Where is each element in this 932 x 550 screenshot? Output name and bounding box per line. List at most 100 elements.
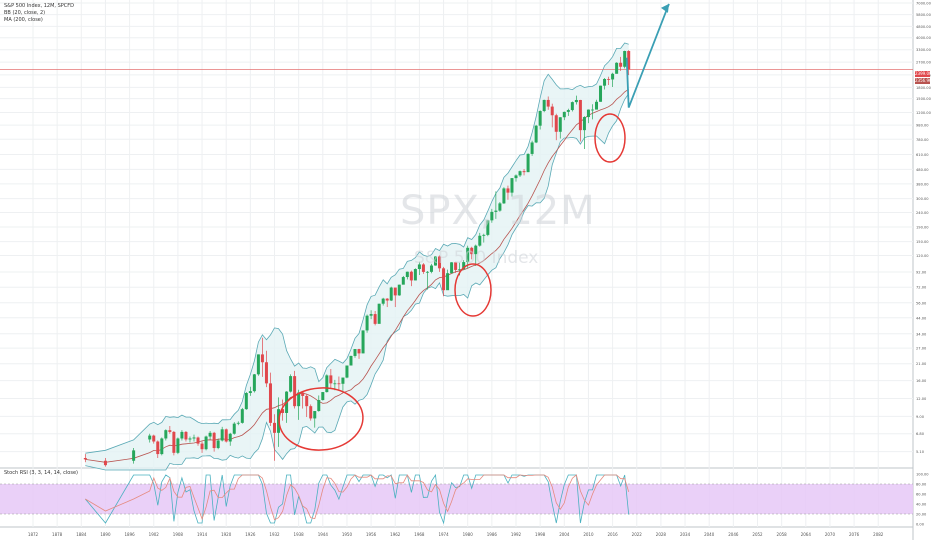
candle-body [216,440,220,449]
y-tick-label: 610.00 [916,153,929,157]
bb-legend[interactable]: BB (20, close, 2) [4,10,46,16]
candle-body [558,117,562,132]
y-tick-label: 16.00 [916,379,927,383]
stoch-tick-label: 0.00 [916,523,925,527]
candle-body [615,62,619,74]
candle-body [192,437,196,439]
y-tick-label: 190.00 [916,225,929,229]
candle-body [534,125,538,143]
y-tick-label: 780.00 [916,138,929,142]
candle-body [582,117,586,131]
candle-body [462,262,466,270]
candle [200,441,204,453]
x-tick-label: 2058 [777,532,788,537]
candle-body [627,51,631,70]
candle-body [212,432,216,449]
candle [409,270,413,287]
candle [627,50,631,76]
y-tick-label: 4800.00 [916,25,932,29]
y-tick-label: 150.00 [916,240,929,244]
x-tick-label: 2082 [873,532,884,537]
candle-body [349,355,353,366]
candle [317,395,321,412]
x-tick-label: 1926 [245,532,256,537]
candle [345,365,349,379]
candle-body [313,411,317,419]
candle-body [345,365,349,378]
candle-body [168,430,172,432]
candle [401,275,405,285]
y-tick-label: 3300.00 [916,48,932,52]
candle [192,434,196,442]
ma-legend[interactable]: MA (200, close) [4,17,43,23]
candle [273,414,276,461]
y-tick-label: 5800.00 [916,13,932,17]
candle [623,50,627,69]
candle-body [393,287,397,296]
candle [490,208,494,223]
candle [498,202,502,212]
candle-body [405,271,409,278]
candle [554,113,558,141]
candle-body [510,178,514,193]
candle-body [442,268,446,291]
candle [558,117,562,139]
candle-body [264,362,268,384]
candle-body [377,303,381,324]
candle [526,153,530,173]
ma-price-tag: 2356.96 [915,78,932,84]
candle [478,232,482,247]
candle [103,458,107,467]
candle [228,432,232,446]
x-tick-label: 1896 [125,532,136,537]
candle-body [506,188,510,193]
candle [305,394,309,418]
candle-body [429,265,433,272]
candle-body [530,142,534,154]
candle-body [514,175,518,179]
candle-body [538,111,542,126]
candle-body [546,99,550,107]
candle [393,287,397,308]
stoch-legend[interactable]: Stoch RSI (3, 3, 14, 14, close) [4,470,78,476]
y-tick-label: 380.00 [916,182,929,186]
y-tick-label: 1200.00 [916,111,932,115]
x-tick-label: 2004 [559,532,570,537]
x-tick-label: 1992 [511,532,522,537]
last-price-tag: 2399.00 [915,71,932,77]
candle [281,399,285,421]
candle-body [490,211,494,221]
y-tick-label: 980.00 [916,124,929,128]
stoch-tick-label: 20.00 [916,513,927,517]
candle [397,284,401,296]
y-tick-label: 2700.00 [916,61,932,65]
x-tick-label: 1986 [487,532,498,537]
x-tick-label: 1908 [173,532,184,537]
candle-body [293,376,297,407]
candle [438,255,442,272]
candle [353,349,357,358]
symbol-legend[interactable]: S&P 500 Index, 12M, SPCFD [4,3,75,9]
y-tick-label: 27.00 [916,347,927,351]
candle [474,244,478,266]
chart-grid [0,0,914,540]
candle-body [152,435,156,442]
candle-body [156,441,160,455]
candle-body [341,377,345,384]
x-tick-label: 2022 [632,532,643,537]
candle-body [132,450,136,461]
x-tick-label: 1932 [269,532,280,537]
candle [586,109,590,124]
y-tick-label: 480.00 [916,168,929,172]
candle [361,330,365,354]
candle-body [337,383,341,385]
x-tick-label: 2076 [849,532,860,537]
y-tick-label: 44.00 [916,316,927,320]
candle [405,271,409,280]
candle [329,368,333,389]
y-tick-label: 7000.00 [916,2,932,6]
candle-body [482,234,486,236]
y-tick-label: 120.00 [916,254,929,258]
candle [377,303,381,324]
y-tick-label: 34.00 [916,332,927,336]
